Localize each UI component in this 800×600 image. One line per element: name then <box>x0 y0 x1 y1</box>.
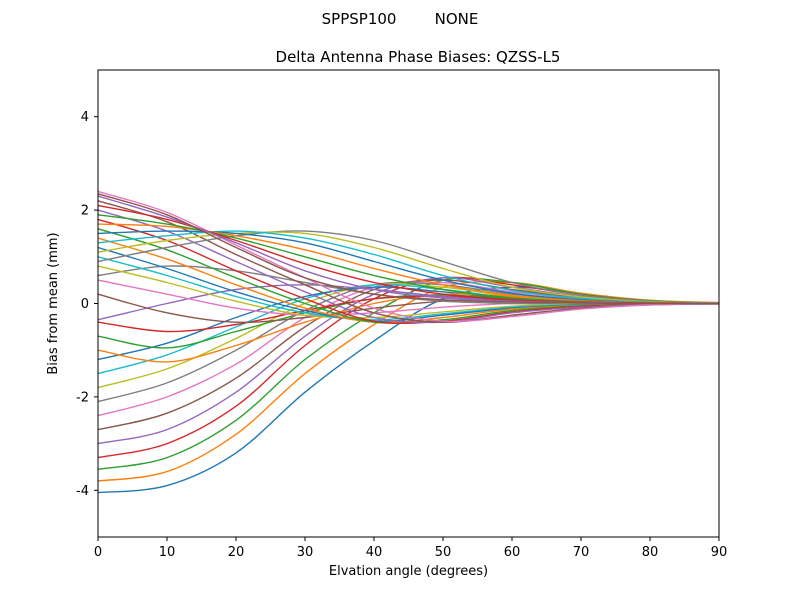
x-tick-label: 60 <box>504 545 521 560</box>
x-tick-label: 70 <box>573 545 590 560</box>
series-line-28 <box>97 230 720 304</box>
x-tick-label: 0 <box>94 545 102 560</box>
y-axis-label: Bias from mean (mm) <box>46 232 61 374</box>
x-tick-label: 30 <box>297 545 314 560</box>
x-axis-label: Elvation angle (degrees) <box>329 564 488 579</box>
y-tick-label: 4 <box>81 110 89 125</box>
y-tick-label: 2 <box>81 204 89 219</box>
series-line-36 <box>97 193 720 305</box>
figure-suptitle: SPPSP100 NONE <box>321 10 479 28</box>
x-tick-label: 50 <box>435 545 452 560</box>
x-tick-label: 40 <box>366 545 383 560</box>
y-tick-label: -2 <box>76 390 89 405</box>
chart-title: Delta Antenna Phase Biases: QZSS-L5 <box>275 48 561 66</box>
y-tick-label: -4 <box>76 484 89 499</box>
series-line-30 <box>97 230 720 304</box>
series-line-29 <box>97 231 720 304</box>
series-line-27 <box>97 190 720 323</box>
x-tick-label: 20 <box>228 545 245 560</box>
y-tick-label: 0 <box>81 297 89 312</box>
series-line-02 <box>97 281 720 482</box>
x-tick-label: 10 <box>159 545 176 560</box>
x-tick-label: 90 <box>711 545 728 560</box>
series-line-32 <box>97 223 720 305</box>
x-tick-label: 80 <box>642 545 659 560</box>
